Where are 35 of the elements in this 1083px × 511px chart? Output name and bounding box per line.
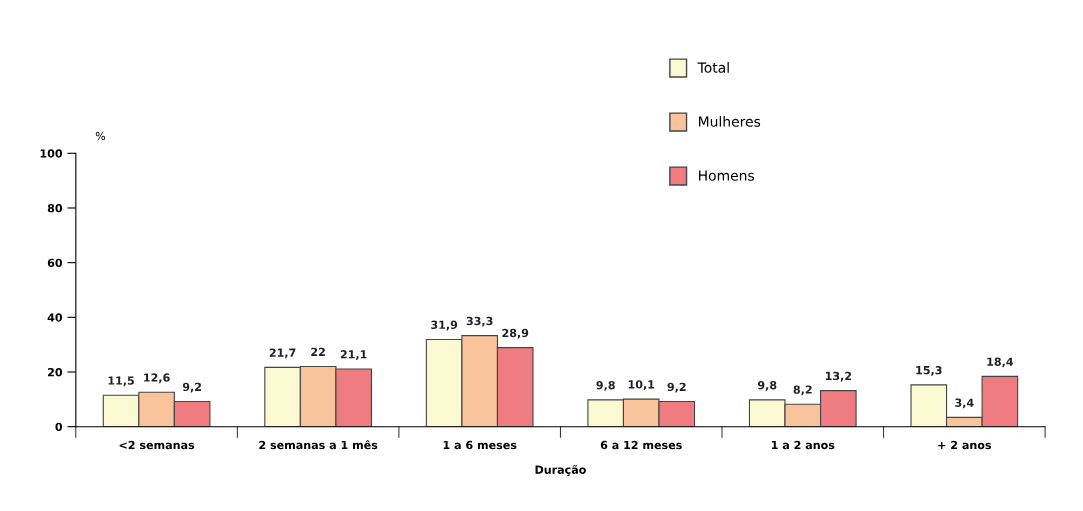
x-tick-label: <2 semanas	[119, 440, 195, 450]
x-tick-label: + 2 anos	[938, 440, 992, 450]
data-label: 21,1	[340, 350, 367, 360]
data-label: 12,6	[144, 373, 170, 384]
data-label: 28,9	[502, 328, 529, 339]
data-label: 18,4	[987, 357, 1014, 368]
data-label: 8,2	[793, 385, 812, 396]
data-label: 31,9	[431, 320, 458, 331]
y-tick-label: 100	[40, 149, 63, 158]
data-label: 15,3	[916, 365, 942, 376]
legend-label: Homens	[699, 170, 755, 181]
data-label: 9,8	[596, 381, 615, 391]
data-label: 21,7	[269, 348, 296, 359]
data-label: 9,2	[667, 382, 686, 393]
data-label: 33,3	[466, 316, 493, 327]
data-label: 11,5	[108, 376, 134, 387]
y-tick-label: 0	[55, 422, 63, 432]
y-tick-label: 60	[47, 258, 63, 268]
legend-label: Mulheres	[699, 116, 761, 127]
data-label: 9,8	[757, 381, 777, 391]
y-tick-label: 40	[47, 313, 63, 322]
data-label: 3,4	[955, 398, 974, 409]
x-tick-label: 2 semanas a 1 mês	[259, 440, 378, 450]
y-tick-label: 80	[47, 203, 63, 213]
y-tick-label: 20	[48, 367, 63, 377]
x-axis-title: Duração	[535, 465, 586, 476]
legend-label: Total	[697, 62, 729, 73]
data-label: 9,2	[182, 382, 201, 393]
data-label: 10,1	[628, 380, 655, 391]
data-label: 22	[311, 347, 325, 356]
x-tick-label: 1 a 2 anos	[771, 440, 835, 450]
y-axis-title: %	[95, 131, 106, 141]
x-tick-label: 1 a 6 meses	[443, 440, 517, 450]
data-label: 13,2	[825, 371, 852, 382]
x-tick-label: 6 a 12 meses	[600, 440, 682, 450]
